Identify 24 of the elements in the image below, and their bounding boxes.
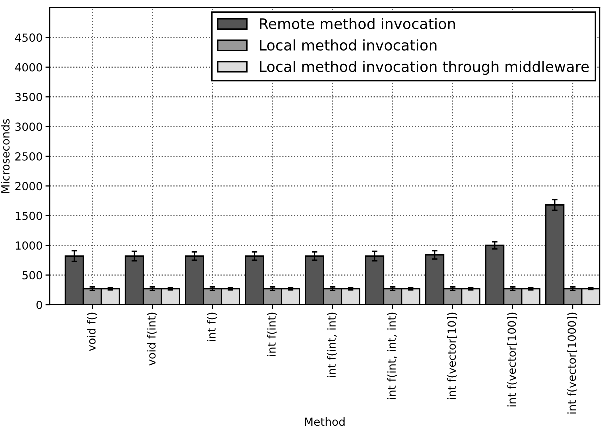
legend-label: Local method invocation xyxy=(260,40,437,51)
y-tick-label: 0 xyxy=(36,300,42,310)
y-tick-label: 1000 xyxy=(16,242,42,250)
x-tick-label: int f(vector[100]) xyxy=(508,312,518,407)
x-tick-label: int f(int) xyxy=(267,312,278,356)
x-tick-label: int f(int, int) xyxy=(327,312,338,378)
x-tick-label: int f(vector[10]) xyxy=(448,312,458,400)
y-tick-label: 1500 xyxy=(16,212,42,220)
y-axis-title: Microseconds xyxy=(1,119,10,194)
y-tick-label: 3500 xyxy=(16,93,42,102)
x-tick-label: int f(int, int, int) xyxy=(387,312,398,400)
y-tick-label: 3000 xyxy=(16,122,42,132)
x-tick-label: int f(vector[1000]) xyxy=(568,312,578,414)
legend-label: Local method invocation through middleware xyxy=(260,61,590,76)
x-axis-title: Method xyxy=(305,418,345,426)
y-tick-label: 4500 xyxy=(15,34,42,42)
y-tick-label: 2500 xyxy=(16,152,42,161)
x-tick-label: int f() xyxy=(207,312,218,342)
x-tick-label: void f() xyxy=(87,312,98,352)
y-tick-label: 4000 xyxy=(15,63,42,72)
x-tick-label: void f(int) xyxy=(147,312,158,366)
y-tick-label: 2000 xyxy=(16,182,42,191)
legend-label: Remote method invocation xyxy=(260,18,456,30)
y-tick-label: 500 xyxy=(22,271,42,280)
